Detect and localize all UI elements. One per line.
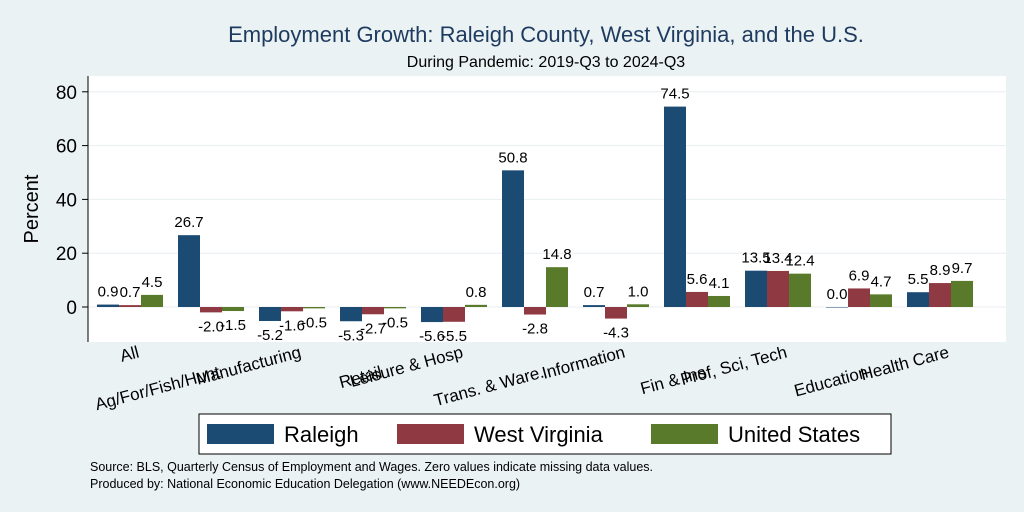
- bar: [929, 283, 951, 307]
- bar: [686, 291, 708, 307]
- data-label: 74.5: [660, 86, 689, 103]
- bar: [848, 288, 870, 307]
- x-tick-label: All: [118, 343, 141, 366]
- data-label: 12.4: [785, 253, 814, 270]
- bar: [546, 267, 568, 307]
- chart-subtitle: During Pandemic: 2019-Q3 to 2024-Q3: [407, 54, 685, 71]
- data-label: -2.7: [360, 320, 386, 337]
- data-label: 50.8: [498, 149, 527, 166]
- bar: [222, 307, 244, 312]
- data-label: 26.7: [174, 214, 203, 231]
- bar: [907, 292, 929, 307]
- legend-label: West Virginia: [474, 422, 604, 447]
- legend: Raleigh West Virginia United States: [198, 413, 892, 455]
- data-label: 9.7: [952, 260, 973, 277]
- data-label: 6.9: [849, 267, 870, 284]
- y-tick-label: 80: [56, 83, 77, 104]
- bars: [97, 106, 973, 323]
- data-label: 0.8: [466, 284, 487, 301]
- data-label: -2.8: [522, 321, 548, 338]
- y-tick-label: 40: [56, 190, 77, 211]
- bar: [502, 170, 524, 307]
- y-axis-ticks: 0 20 40 60 80: [56, 83, 88, 319]
- bar: [303, 307, 325, 309]
- data-label: 8.9: [930, 262, 951, 279]
- data-label: -5.3: [338, 327, 364, 344]
- bar: [178, 235, 200, 307]
- data-label: -5.6: [419, 328, 445, 345]
- data-label: 13.4: [763, 250, 792, 267]
- data-label: 4.5: [142, 274, 163, 291]
- data-label: 4.7: [871, 273, 892, 290]
- data-label: -0.5: [382, 314, 408, 331]
- bar: [605, 307, 627, 319]
- data-label: 14.8: [542, 246, 571, 263]
- x-tick-label: Trans. & Ware.: [432, 363, 546, 411]
- data-label: -1.5: [220, 317, 246, 334]
- x-tick-label: Prof, Sci, Tech: [679, 343, 789, 390]
- bar: [951, 280, 973, 307]
- bar: [627, 304, 649, 307]
- bar: [119, 305, 141, 307]
- legend-swatch: [651, 424, 718, 444]
- legend-label: Raleigh: [284, 422, 359, 447]
- data-label: 1.0: [628, 283, 649, 300]
- legend-label: United States: [728, 422, 860, 447]
- data-label: -1.6: [279, 317, 305, 334]
- bar: [789, 273, 811, 307]
- bar: [259, 307, 281, 321]
- y-tick-label: 0: [66, 298, 77, 319]
- data-label: -5.5: [441, 328, 467, 345]
- data-label: -2.0: [198, 318, 224, 335]
- chart-title: Employment Growth: Raleigh County, West …: [228, 22, 864, 47]
- bar: [362, 307, 384, 315]
- bar: [281, 307, 303, 312]
- data-label: 0.7: [584, 284, 605, 301]
- bar: [97, 304, 119, 307]
- bar: [870, 294, 892, 307]
- bar: [664, 106, 686, 307]
- data-label: 13.5: [741, 250, 770, 267]
- footer-source: Source: BLS, Quarterly Census of Employm…: [90, 460, 654, 474]
- x-tick-label: Health Care: [858, 343, 951, 385]
- data-label: 0.0: [827, 286, 848, 303]
- x-tick-label: Information: [540, 343, 627, 383]
- data-label: -0.5: [301, 314, 327, 331]
- data-label: -5.2: [257, 327, 283, 344]
- bar: [200, 307, 222, 313]
- bar: [826, 307, 848, 308]
- bar: [583, 305, 605, 307]
- bar: [421, 307, 443, 323]
- bar: [443, 307, 465, 322]
- y-tick-label: 20: [56, 244, 77, 265]
- legend-swatch: [397, 424, 464, 444]
- data-label: 5.6: [687, 271, 708, 288]
- data-label: 5.5: [908, 271, 929, 288]
- data-label: -4.3: [603, 325, 629, 342]
- x-tick-label: Manufacturing: [194, 343, 303, 389]
- legend-swatch: [207, 424, 274, 444]
- bar: [384, 307, 406, 309]
- chart: Employment Growth: Raleigh County, West …: [21, 22, 1006, 455]
- data-label: 4.1: [709, 275, 730, 292]
- footer-produced-by: Produced by: National Economic Education…: [90, 477, 521, 491]
- bar: [141, 294, 163, 307]
- data-label: 0.9: [98, 284, 119, 301]
- y-axis-label: Percent: [21, 174, 43, 243]
- bar: [767, 270, 789, 307]
- data-labels: 0.9 0.74.526.7-2.0-1.5-5.2-1.6-0.5-5.3-2.…: [98, 86, 973, 345]
- bar: [465, 304, 487, 307]
- bar: [708, 295, 730, 307]
- bar: [524, 307, 546, 315]
- bar: [745, 270, 767, 307]
- y-tick-label: 60: [56, 137, 77, 158]
- legend-box: [198, 413, 892, 455]
- bar: [340, 307, 362, 322]
- data-label: 0.7: [120, 284, 141, 301]
